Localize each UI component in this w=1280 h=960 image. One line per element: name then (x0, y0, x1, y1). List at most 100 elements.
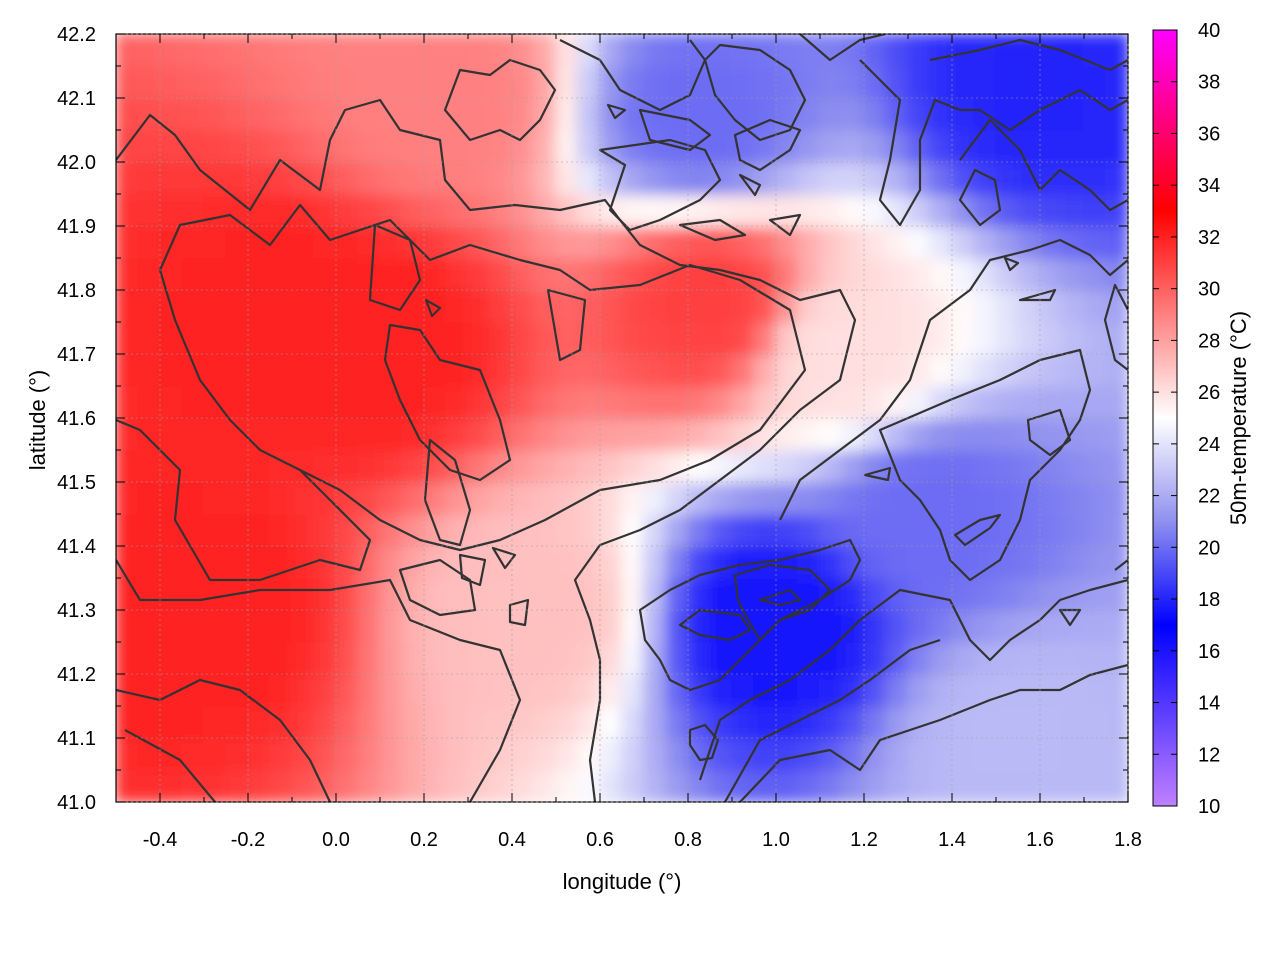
field-cell (665, 449, 689, 483)
field-cell (1105, 65, 1128, 99)
x-tick-label: 1.0 (762, 829, 790, 851)
field-cell (951, 417, 975, 451)
field-cell (181, 385, 205, 419)
field-cell (203, 673, 227, 707)
field-cell (401, 257, 425, 291)
field-cell (203, 513, 227, 547)
field-cell (313, 705, 337, 739)
field-cell (1083, 34, 1107, 67)
field-cell (995, 385, 1019, 419)
field-cell (181, 705, 205, 739)
field-cell (511, 609, 535, 643)
field-cell (1061, 705, 1085, 739)
field-cell (159, 193, 183, 227)
field-cell (929, 641, 953, 675)
field-cell (885, 353, 909, 387)
field-cell (116, 289, 139, 323)
field-cell (335, 225, 359, 259)
field-cell (687, 513, 711, 547)
field-cell (379, 353, 403, 387)
x-tick-label: 1.4 (938, 829, 966, 851)
field-cell (709, 513, 733, 547)
field-cell (1083, 129, 1107, 163)
field-cell (1017, 545, 1041, 579)
field-cell (269, 385, 293, 419)
field-cell (995, 673, 1019, 707)
field-cell (159, 513, 183, 547)
field-cell (1083, 65, 1107, 99)
field-cell (247, 609, 271, 643)
field-cell (929, 129, 953, 163)
field-cell (577, 737, 601, 771)
field-cell (1105, 737, 1128, 771)
field-cell (665, 193, 689, 227)
field-cell (599, 417, 623, 451)
field-cell (269, 737, 293, 771)
field-cell (709, 481, 733, 515)
field-cell (1039, 737, 1063, 771)
field-cell (291, 513, 315, 547)
field-cell (1017, 737, 1041, 771)
field-cell (137, 321, 161, 355)
field-cell (313, 321, 337, 355)
field-cell (291, 257, 315, 291)
field-cell (929, 769, 953, 802)
field-cell (621, 641, 645, 675)
field-cell (819, 641, 843, 675)
field-cell (907, 257, 931, 291)
field-cell (797, 289, 821, 323)
field-cell (489, 289, 513, 323)
field-cell (313, 673, 337, 707)
field-cell (863, 225, 887, 259)
field-cell (709, 65, 733, 99)
field-cell (291, 609, 315, 643)
field-cell (291, 705, 315, 739)
y-tick-label: 41.4 (57, 536, 96, 558)
field-cell (797, 129, 821, 163)
field-cell (116, 353, 139, 387)
field-cell (643, 705, 667, 739)
field-cell (137, 705, 161, 739)
field-cell (335, 353, 359, 387)
field-cell (335, 129, 359, 163)
field-cell (687, 34, 711, 67)
field-cell (1105, 97, 1128, 131)
field-cell (225, 161, 249, 195)
field-cell (929, 673, 953, 707)
field-cell (1039, 321, 1063, 355)
field-cell (225, 65, 249, 99)
field-cell (907, 609, 931, 643)
field-cell (841, 449, 865, 483)
field-cell (401, 321, 425, 355)
field-cell (357, 289, 381, 323)
field-cell (973, 545, 997, 579)
field-cell (401, 193, 425, 227)
field-cell (445, 161, 469, 195)
field-cell (533, 321, 557, 355)
field-cell (313, 609, 337, 643)
field-cell (775, 737, 799, 771)
field-cell (555, 545, 579, 579)
field-cell (181, 161, 205, 195)
field-cell (599, 641, 623, 675)
field-cell (1083, 321, 1107, 355)
field-cell (775, 385, 799, 419)
field-cell (577, 673, 601, 707)
field-cell (797, 161, 821, 195)
field-cell (357, 417, 381, 451)
field-cell (1105, 705, 1128, 739)
field-cell (577, 65, 601, 99)
field-cell (203, 65, 227, 99)
field-cell (445, 417, 469, 451)
field-cell (203, 97, 227, 131)
field-cell (533, 769, 557, 802)
field-cell (753, 65, 777, 99)
field-cell (489, 257, 513, 291)
field-cell (1061, 289, 1085, 323)
field-cell (137, 65, 161, 99)
field-cell (181, 129, 205, 163)
field-cell (116, 257, 139, 291)
field-cell (379, 161, 403, 195)
field-cell (929, 353, 953, 387)
field-cell (621, 545, 645, 579)
